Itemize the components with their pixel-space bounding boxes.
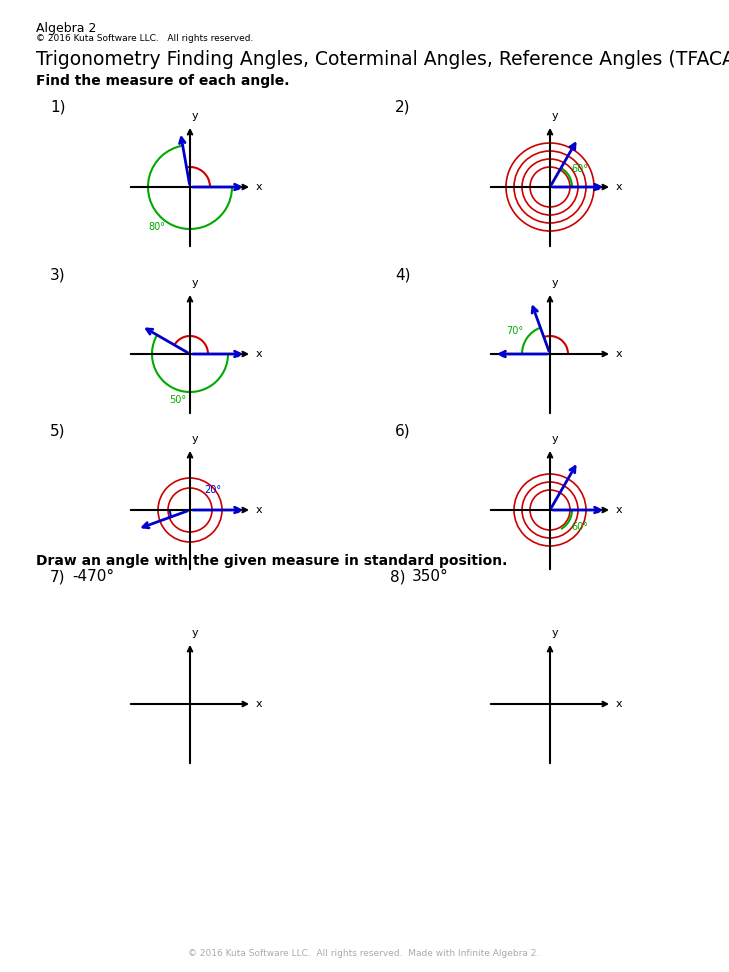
Text: -470°: -470° (72, 569, 114, 584)
Text: y: y (552, 278, 558, 288)
Text: Find the measure of each angle.: Find the measure of each angle. (36, 74, 289, 88)
Text: 20°: 20° (204, 485, 221, 495)
Text: 3): 3) (50, 267, 66, 282)
Text: x: x (256, 349, 262, 359)
Text: x: x (256, 699, 262, 709)
Text: 6): 6) (395, 424, 410, 439)
Text: y: y (192, 628, 198, 638)
Text: 60°: 60° (572, 523, 589, 533)
Text: x: x (256, 182, 262, 192)
Text: © 2016 Kuta Software LLC.   All rights reserved.: © 2016 Kuta Software LLC. All rights res… (36, 34, 254, 43)
Text: x: x (616, 349, 623, 359)
Text: x: x (616, 699, 623, 709)
Text: y: y (552, 628, 558, 638)
Text: © 2016 Kuta Software LLC.  All rights reserved.  Made with Infinite Algebra 2.: © 2016 Kuta Software LLC. All rights res… (188, 949, 539, 958)
Text: 70°: 70° (506, 327, 523, 336)
Text: y: y (192, 278, 198, 288)
Text: y: y (552, 111, 558, 121)
Text: 8): 8) (390, 569, 405, 584)
Text: 7): 7) (50, 569, 66, 584)
Text: 1): 1) (50, 100, 66, 115)
Text: Algebra 2: Algebra 2 (36, 22, 96, 35)
Text: 50°: 50° (169, 396, 186, 405)
Text: 4): 4) (395, 267, 410, 282)
Text: y: y (192, 434, 198, 444)
Text: 5): 5) (50, 424, 66, 439)
Text: 350°: 350° (412, 569, 449, 584)
Text: y: y (192, 111, 198, 121)
Text: x: x (616, 505, 623, 515)
Text: x: x (256, 505, 262, 515)
Text: 80°: 80° (148, 222, 165, 232)
Text: y: y (552, 434, 558, 444)
Text: Trigonometry Finding Angles, Coterminal Angles, Reference Angles (TFACARA): Trigonometry Finding Angles, Coterminal … (36, 50, 729, 69)
Text: 60°: 60° (572, 164, 589, 175)
Text: x: x (616, 182, 623, 192)
Text: 2): 2) (395, 100, 410, 115)
Text: Draw an angle with the given measure in standard position.: Draw an angle with the given measure in … (36, 554, 507, 568)
